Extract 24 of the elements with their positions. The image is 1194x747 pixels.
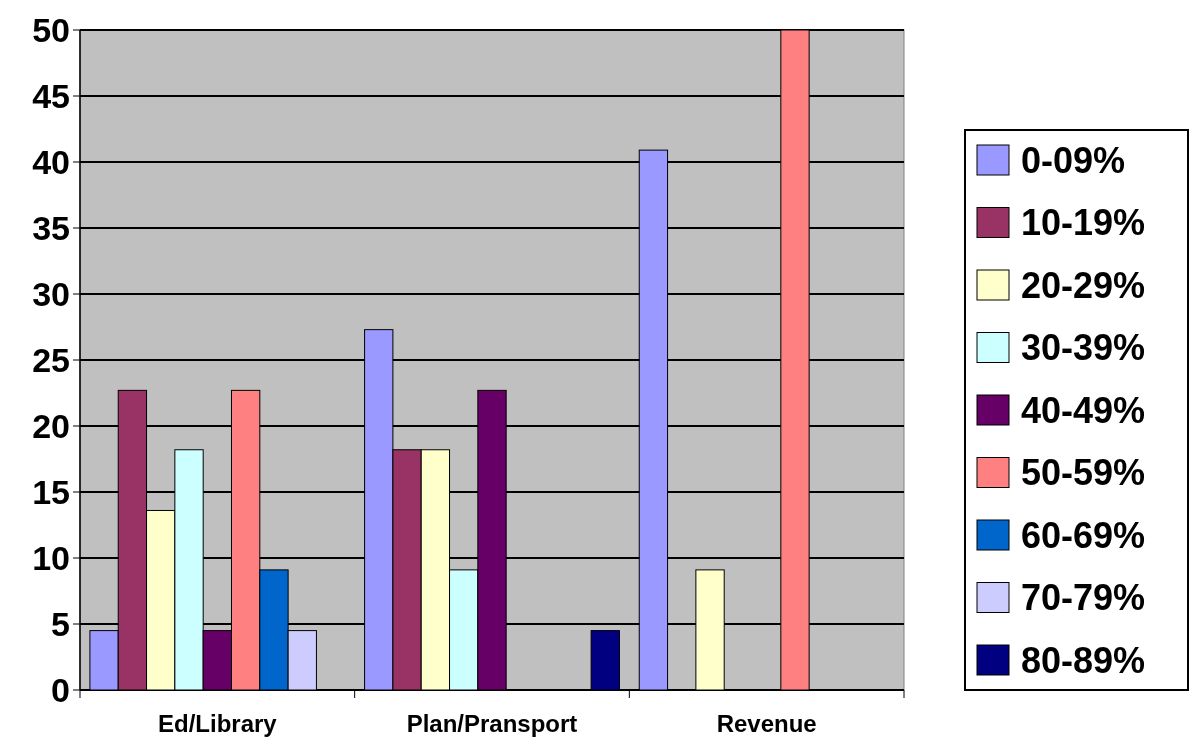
legend-label: 40-49% (1021, 389, 1146, 431)
y-tick-label: 15 (32, 473, 70, 511)
legend-label: 30-39% (1021, 327, 1146, 368)
legend-label: 60-69% (1021, 514, 1146, 556)
y-tick-label: 30 (32, 275, 70, 313)
y-tick-label: 35 (32, 209, 70, 247)
y-tick-label: 40 (32, 143, 70, 181)
y-tick-label: 5 (51, 605, 70, 643)
y-tick-label: 45 (32, 77, 70, 115)
legend-label: 0-09% (1021, 139, 1126, 181)
y-tick-label: 0 (51, 671, 70, 709)
x-tick-label: Ed/Library (157, 710, 278, 737)
x-tick-label: Plan/Pransport (406, 710, 578, 737)
legend-label: 50-59% (1021, 452, 1146, 493)
y-tick-label: 25 (32, 341, 70, 379)
legend-label: 20-29% (1021, 264, 1146, 306)
legend-label: 80-89% (1021, 639, 1146, 681)
y-tick-label: 10 (32, 539, 70, 577)
bar (590, 630, 620, 691)
y-tick-label: 50 (32, 11, 70, 49)
x-tick-label: Revenue (716, 710, 817, 737)
y-tick-label: 20 (32, 407, 70, 445)
legend-label: 10-19% (1021, 202, 1146, 243)
legend-label: 70-79% (1021, 577, 1146, 618)
